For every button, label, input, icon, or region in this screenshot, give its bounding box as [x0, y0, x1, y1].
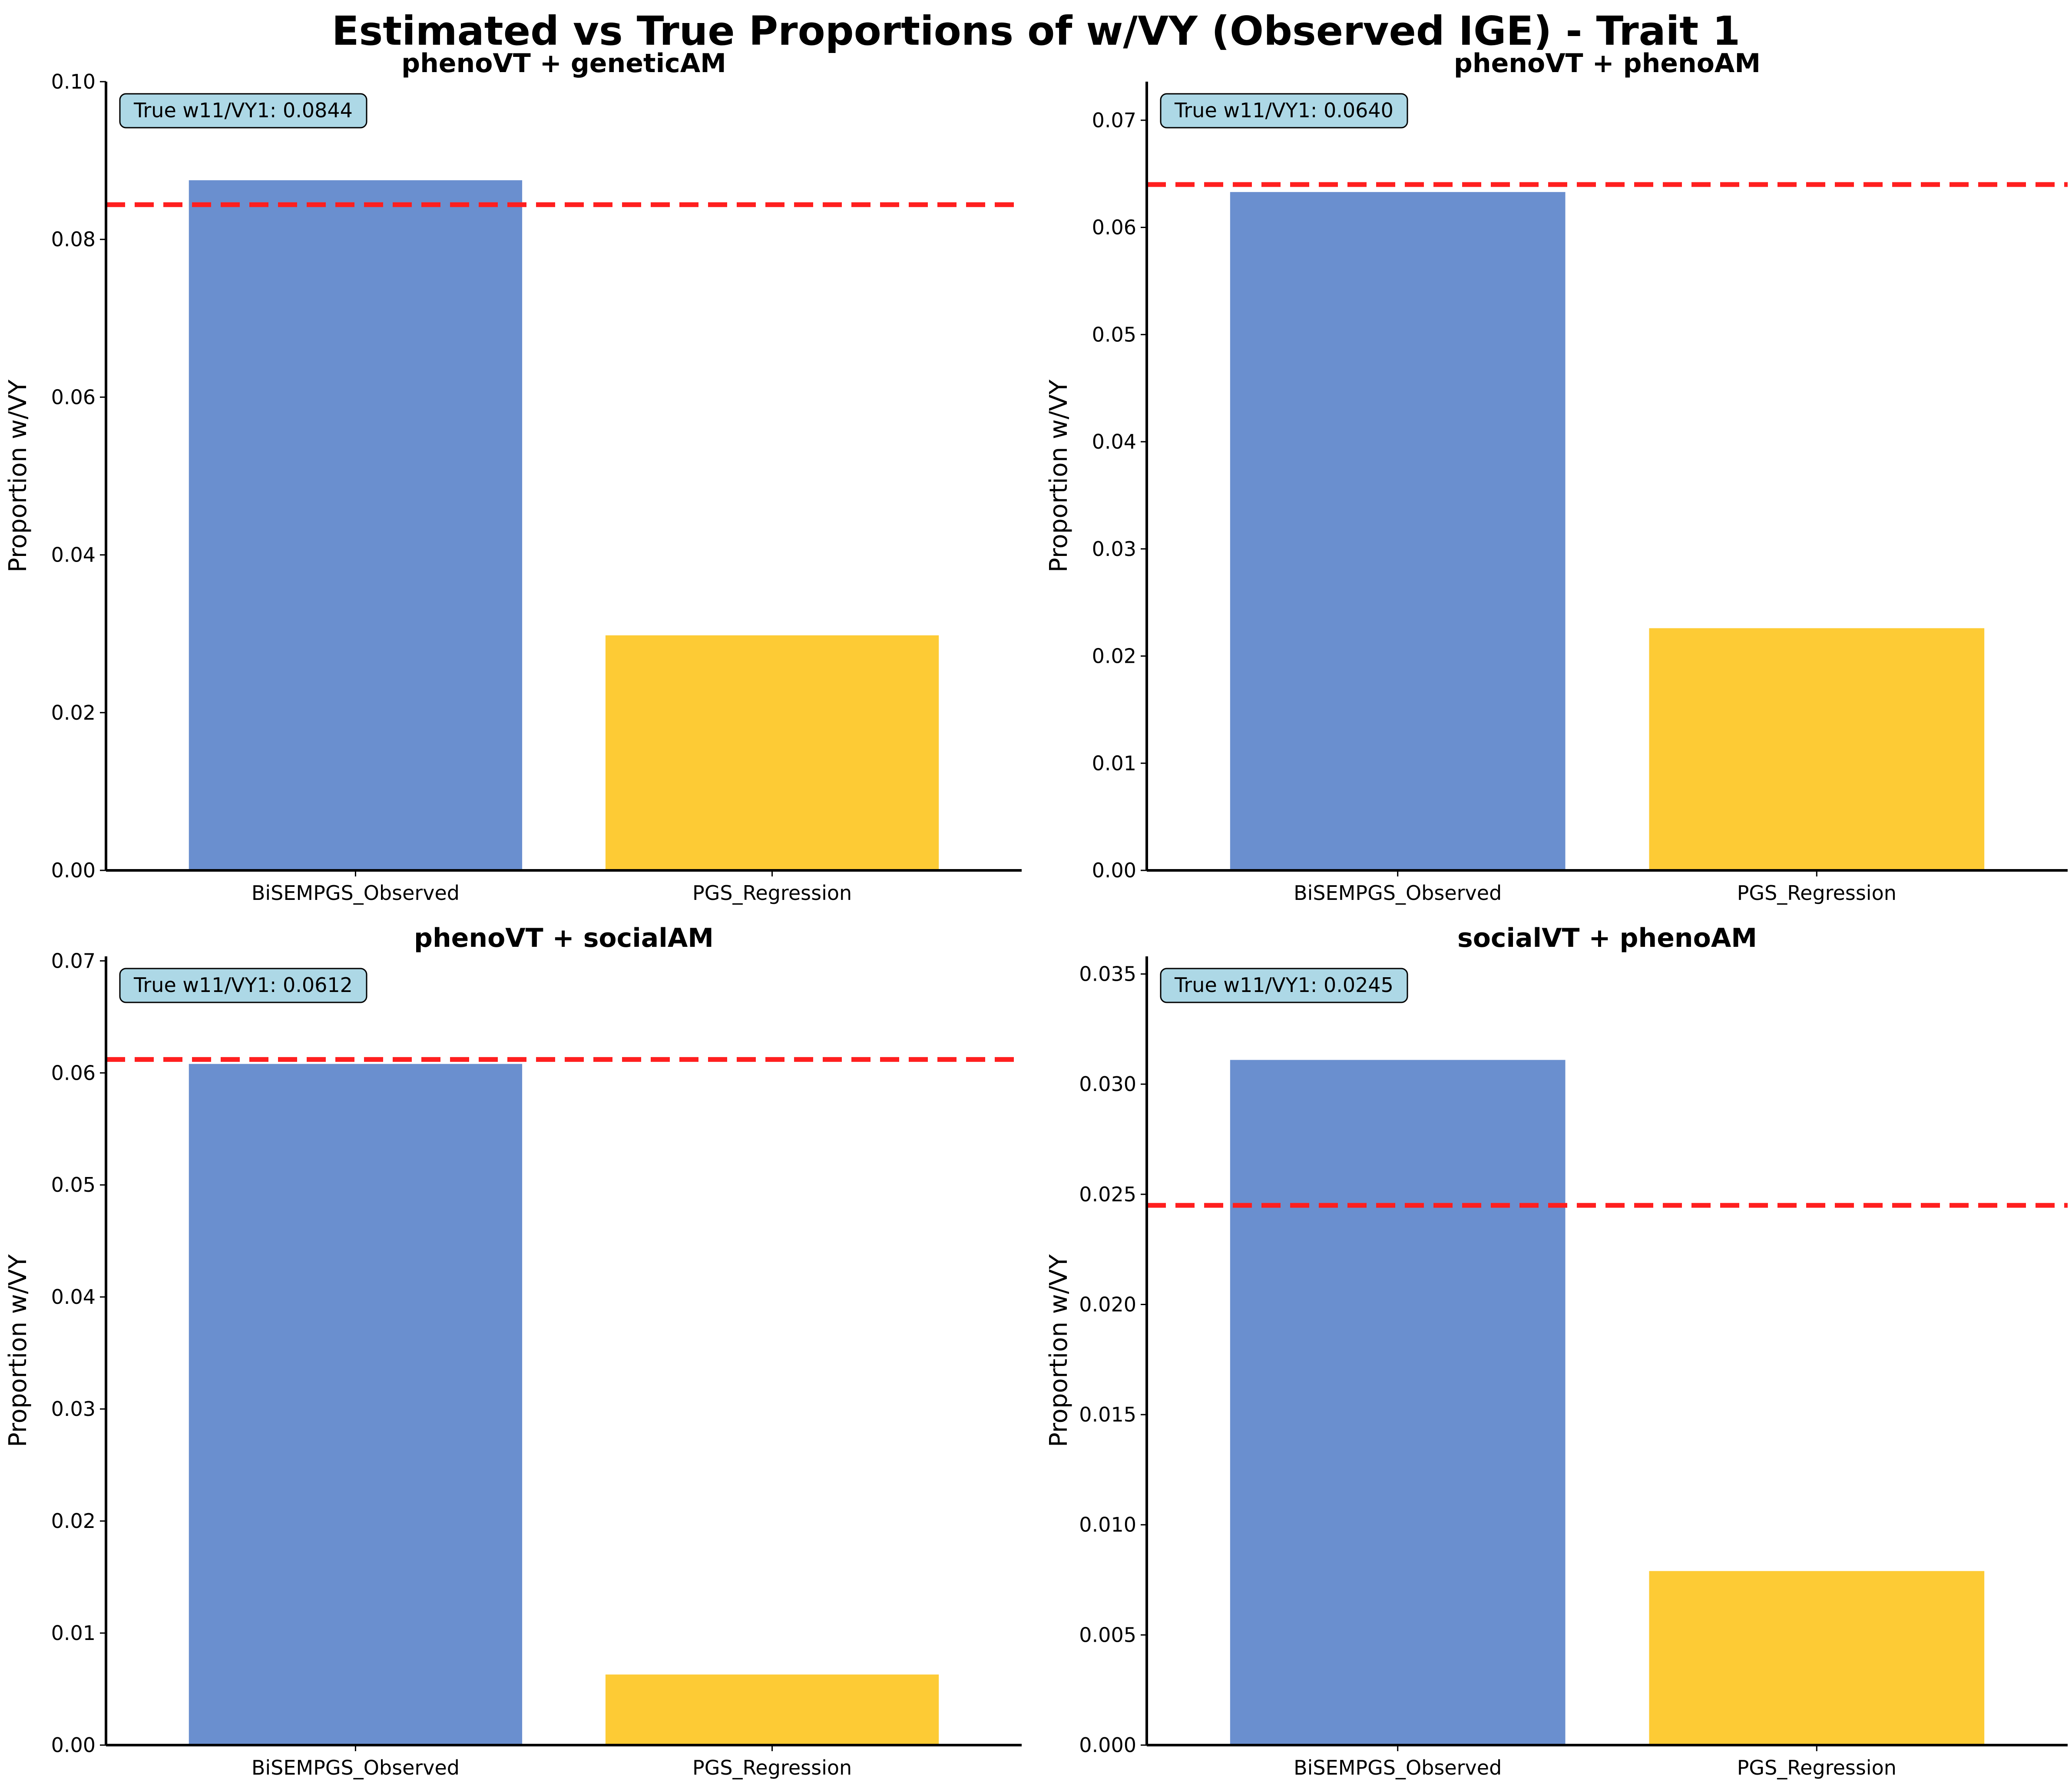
bar-pgs-regression	[1649, 628, 1985, 870]
y-tick-label: 0.06	[1092, 216, 1136, 239]
y-tick-label: 0.03	[1092, 537, 1136, 561]
y-tick-label: 0.035	[1079, 962, 1136, 986]
y-tick-label: 0.015	[1079, 1403, 1136, 1426]
y-tick-label: 0.00	[51, 859, 96, 882]
bar-bisempgs-observed	[1230, 1060, 1566, 1745]
y-tick-label: 0.08	[51, 228, 96, 251]
y-tick-label: 0.000	[1079, 1733, 1136, 1757]
y-tick-label: 0.020	[1079, 1293, 1136, 1316]
bar-bisempgs-observed	[189, 180, 523, 870]
x-tick-label: PGS_Regression	[1737, 881, 1897, 905]
y-tick-label: 0.03	[51, 1397, 96, 1421]
y-tick-label: 0.00	[1092, 859, 1136, 882]
y-tick-label: 0.05	[51, 1173, 96, 1197]
y-tick-label: 0.04	[51, 1285, 96, 1309]
y-axis-label: Proportion w/VY	[4, 379, 32, 572]
x-tick-label: BiSEMPGS_Observed	[252, 1756, 460, 1779]
bar-pgs-regression	[605, 635, 939, 870]
x-tick-label: BiSEMPGS_Observed	[1294, 881, 1502, 905]
x-tick-label: BiSEMPGS_Observed	[252, 881, 460, 905]
x-tick-label: PGS_Regression	[692, 1756, 852, 1779]
y-tick-label: 0.01	[51, 1621, 96, 1645]
x-tick-label: BiSEMPGS_Observed	[1294, 1756, 1502, 1779]
true-value-badge	[119, 968, 367, 1003]
y-tick-label: 0.05	[1092, 323, 1136, 346]
y-axis-label: Proportion w/VY	[1045, 379, 1073, 572]
y-tick-label: 0.010	[1079, 1513, 1136, 1537]
y-tick-label: 0.06	[51, 385, 96, 409]
panel-title: phenoVT + socialAM	[414, 923, 714, 953]
y-tick-label: 0.025	[1079, 1183, 1136, 1206]
true-value-label: True w11/VY1: 0.0640	[1174, 99, 1393, 122]
y-tick-label: 0.07	[1092, 109, 1136, 132]
x-tick-label: PGS_Regression	[692, 881, 852, 905]
bar-pgs-regression	[605, 1674, 939, 1745]
true-value-badge	[119, 93, 367, 129]
bar-bisempgs-observed	[189, 1064, 523, 1745]
y-tick-label: 0.07	[51, 949, 96, 972]
true-value-label: True w11/VY1: 0.0844	[133, 99, 353, 122]
y-tick-label: 0.06	[51, 1061, 96, 1084]
true-value-label: True w11/VY1: 0.0612	[133, 973, 353, 997]
bar-pgs-regression	[1649, 1571, 1985, 1745]
y-tick-label: 0.00	[51, 1733, 96, 1757]
y-tick-label: 0.10	[51, 70, 96, 93]
y-tick-label: 0.01	[1092, 751, 1136, 775]
y-tick-label: 0.030	[1079, 1072, 1136, 1096]
true-value-label: True w11/VY1: 0.0245	[1174, 973, 1393, 997]
panel-title: phenoVT + geneticAM	[401, 48, 726, 79]
y-tick-label: 0.02	[1092, 645, 1136, 668]
y-tick-label: 0.04	[51, 543, 96, 567]
bar-bisempgs-observed	[1230, 192, 1566, 870]
true-value-badge	[1160, 968, 1408, 1003]
y-tick-label: 0.005	[1079, 1623, 1136, 1647]
panel-title: phenoVT + phenoAM	[1454, 48, 1761, 79]
y-tick-label: 0.02	[51, 1509, 96, 1533]
y-axis-label: Proportion w/VY	[4, 1254, 32, 1447]
y-tick-label: 0.04	[1092, 430, 1136, 453]
y-tick-label: 0.02	[51, 701, 96, 724]
y-axis-label: Proportion w/VY	[1045, 1254, 1073, 1447]
figure-title: Estimated vs True Proportions of w/VY (O…	[331, 8, 1741, 54]
panel-title: socialVT + phenoAM	[1457, 923, 1757, 953]
x-tick-label: PGS_Regression	[1737, 1756, 1897, 1779]
true-value-badge	[1160, 93, 1408, 129]
